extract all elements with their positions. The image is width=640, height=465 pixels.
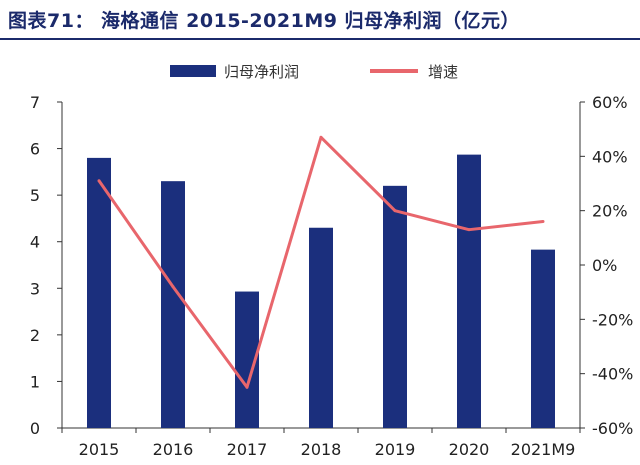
right-tick-label: 20% <box>592 202 628 221</box>
right-tick-label: -40% <box>592 365 633 384</box>
right-tick-label: 60% <box>592 93 628 112</box>
right-tick-label: 0% <box>592 256 617 275</box>
left-tick-label: 6 <box>30 140 40 159</box>
legend-item-line: 增速 <box>370 60 458 82</box>
x-tick-label: 2016 <box>153 440 194 459</box>
growth-point-2015 <box>97 179 101 183</box>
title-bar: 图表71： 海格通信 2015-2021M9 归母净利润（亿元） <box>0 0 640 40</box>
legend-label-line: 增速 <box>428 62 459 81</box>
left-tick-label: 1 <box>30 372 40 391</box>
legend-swatch-bar <box>170 65 216 77</box>
title-underline <box>0 38 640 40</box>
bar-2015 <box>87 157 111 428</box>
left-tick-label: 2 <box>30 326 40 345</box>
bar-2020 <box>457 154 481 428</box>
left-tick-label: 4 <box>30 233 40 252</box>
bar-2021M9 <box>531 249 555 428</box>
chart-title: 图表71： 海格通信 2015-2021M9 归母净利润（亿元） <box>8 10 521 32</box>
left-tick-label: 5 <box>30 186 40 205</box>
growth-point-2019 <box>393 209 397 213</box>
chart-legend: 归母净利润 增速 <box>0 60 640 82</box>
growth-point-2016 <box>171 285 175 289</box>
bar-2019 <box>383 185 407 428</box>
right-tick-label: 40% <box>592 147 628 166</box>
x-tick-label: 2021M9 <box>511 440 576 459</box>
growth-point-2020 <box>467 228 471 232</box>
x-tick-label: 2019 <box>375 440 416 459</box>
growth-point-2018 <box>319 135 323 139</box>
left-tick-label: 3 <box>30 279 40 298</box>
legend-swatch-line <box>370 69 418 73</box>
legend-item-bar: 归母净利润 <box>170 60 299 82</box>
right-tick-label: -20% <box>592 310 633 329</box>
x-tick-label: 2018 <box>301 440 342 459</box>
right-tick-label: -60% <box>592 419 633 438</box>
x-tick-label: 2020 <box>449 440 490 459</box>
bar-2018 <box>309 227 333 428</box>
left-tick-label: 0 <box>30 419 40 438</box>
left-tick-label: 7 <box>30 93 40 112</box>
legend-label-bar: 归母净利润 <box>224 62 300 81</box>
x-tick-label: 2015 <box>79 440 120 459</box>
growth-point-2021M9 <box>541 220 545 224</box>
x-tick-label: 2017 <box>227 440 268 459</box>
growth-point-2017 <box>245 385 249 389</box>
bar-2016 <box>161 181 185 428</box>
